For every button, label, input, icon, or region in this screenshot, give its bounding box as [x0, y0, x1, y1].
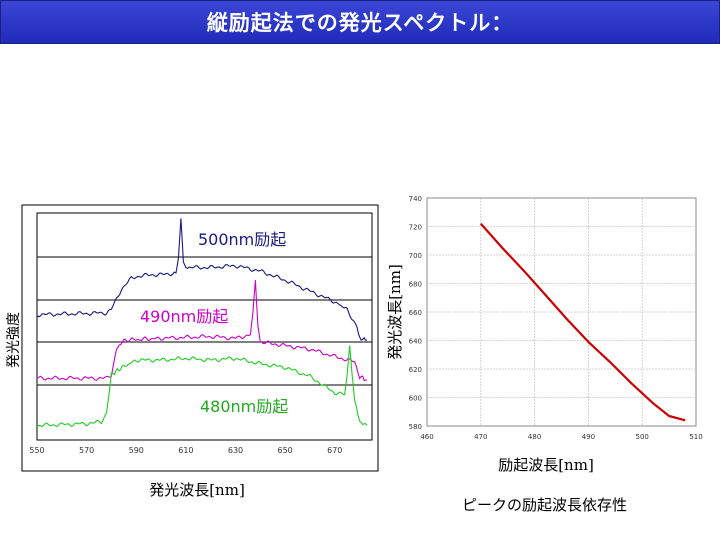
peak-ytick-label: 640: [409, 338, 422, 346]
spectrum-xtick-label: 650: [278, 446, 293, 455]
peak-ytick-label: 700: [409, 252, 422, 260]
peak-xtick-label: 490: [582, 433, 595, 441]
page-title: 縦励起法での発光スペクトル：: [206, 11, 514, 35]
peak-ytick-label: 660: [409, 309, 422, 317]
peak-xtick-label: 460: [420, 433, 433, 441]
figure-caption: ピークの励起波長依存性: [462, 496, 628, 514]
spectrum-series-line: [36, 218, 368, 341]
peak-ytick-label: 600: [409, 395, 422, 403]
peak-ytick-label: 720: [409, 224, 422, 232]
peak-xlabel: 励起波長[nm]: [498, 456, 594, 474]
peak-xtick-label: 500: [636, 433, 649, 441]
legend-label-480: 480nm励起: [200, 397, 288, 416]
peak-xtick-label: 510: [689, 433, 702, 441]
peak-xtick-label: 480: [528, 433, 541, 441]
spectrum-xtick-label: 610: [178, 446, 193, 455]
title-bar: 縦励起法での発光スペクトル：: [0, 0, 720, 44]
spectrum-xtick-label: 550: [29, 446, 44, 455]
peak-xtick-label: 470: [474, 433, 487, 441]
spectrum-xtick-label: 670: [327, 446, 342, 455]
spectrum-chart: 550 570 590 610 630 650 670 500nm励起 490nm励起 48…: [6, 204, 379, 499]
peak-ytick-label: 620: [409, 366, 422, 374]
spectrum-xtick-label: 630: [228, 446, 243, 455]
spectrum-series-line: [36, 345, 368, 428]
peak-chart: 460 470 480 490 500 510 580 600 620 640 660 680 700 7…: [386, 195, 703, 474]
spectrum-plot-area: [36, 212, 373, 441]
peak-ytick-label: 740: [409, 195, 422, 203]
legend-label-500: 500nm励起: [198, 230, 286, 249]
spectrum-xlabel: 発光波長[nm]: [149, 481, 245, 499]
spectrum-series-line: [36, 280, 368, 381]
peak-ytick-label: 580: [409, 423, 422, 431]
peak-ylabel: 発光波長[nm]: [386, 264, 404, 360]
spectrum-ylabel: 発光強度: [6, 312, 22, 368]
spectrum-xtick-label: 570: [79, 446, 94, 455]
peak-curve-line: [479, 222, 686, 422]
peak-ytick-label: 680: [409, 281, 422, 289]
spectrum-xtick-label: 590: [129, 446, 144, 455]
legend-label-490: 490nm励起: [140, 307, 228, 326]
